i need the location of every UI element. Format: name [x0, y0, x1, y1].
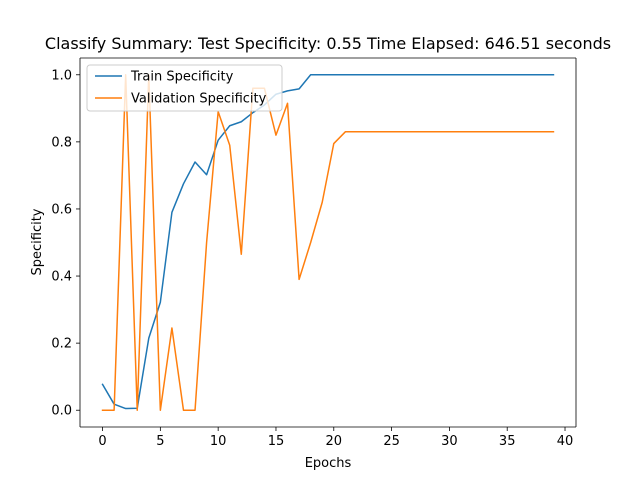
plot-background [80, 58, 576, 427]
y-tick-label: 0.2 [51, 337, 72, 352]
x-tick-label: 40 [557, 434, 574, 449]
y-tick-label: 0.0 [51, 404, 72, 419]
legend-frame [86, 64, 283, 112]
x-tick-label: 30 [441, 434, 458, 449]
x-tick-label: 5 [156, 434, 164, 449]
y-tick-label: 1.0 [51, 68, 72, 83]
chart-legend: Train Specificity Validation Specificity [86, 64, 283, 112]
x-tick-label: 10 [210, 434, 227, 449]
x-tick-label: 0 [98, 434, 106, 449]
x-tick-label: 35 [499, 434, 516, 449]
x-tick-label: 25 [383, 434, 400, 449]
y-axis-label: Specificity [30, 208, 45, 275]
legend-entry-label: Train Specificity [130, 70, 234, 85]
chart-title: Classify Summary: Test Specificity: 0.55… [45, 34, 611, 53]
y-tick-label: 0.8 [51, 135, 72, 150]
plot-area [80, 58, 576, 427]
axes-group [79, 57, 577, 428]
y-tick-label: 0.6 [51, 202, 72, 217]
x-tick-label: 20 [326, 434, 343, 449]
y-tick-label: 0.4 [51, 270, 72, 285]
legend-entry-label: Validation Specificity [131, 92, 267, 107]
ticks-group: 0 5 10 15 20 25 30 35 40 0.0 0.2 0.4 0.6 0.8 1.0 [51, 68, 573, 449]
x-tick-label: 15 [268, 434, 285, 449]
series-group [101, 74, 555, 411]
series-line-train-specificity [101, 74, 555, 410]
series-line-validation-specificity [101, 74, 555, 411]
x-axis-label: Epochs [305, 456, 352, 471]
